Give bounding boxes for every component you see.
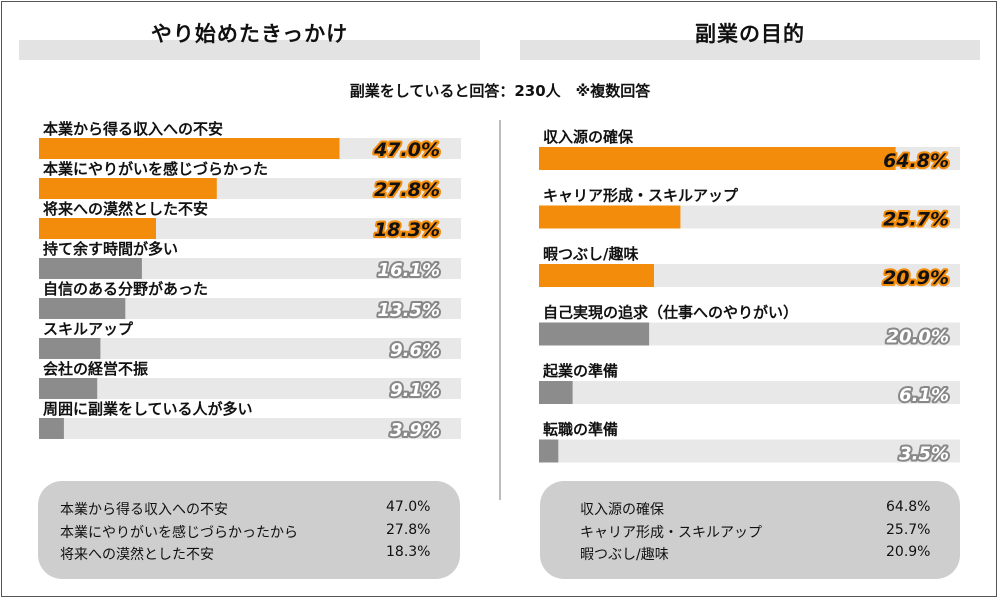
left-category-label: 周囲に副業をしている人が多い [43, 400, 253, 418]
summary-label: キャリア形成・スキルアップ [580, 525, 762, 541]
left-value-label: 47.0% [373, 139, 440, 161]
right-chart-title: 副業の目的 [695, 22, 805, 46]
summary-row: 本業から得る収入への不安 47.0% [60, 499, 440, 521]
left-category-label: スキルアップ [43, 320, 134, 338]
left-bar [39, 218, 156, 239]
left-category-label: 自信のある分野があった [43, 280, 208, 298]
summary-row: キャリア形成・スキルアップ 25.7% [580, 522, 940, 544]
right-bar [539, 264, 654, 287]
summary-row: 暇つぶし/趣味 20.9% [580, 544, 940, 566]
summary-value: 25.7% [886, 522, 931, 538]
right-value-label: 20.9% [883, 267, 949, 289]
summary-label: 将来への漠然とした不安 [60, 547, 214, 563]
right-category-label: 転職の準備 [543, 421, 618, 439]
left-bar-track [39, 418, 461, 439]
left-title-bar [19, 40, 480, 60]
right-value-label: 64.8% [883, 150, 949, 172]
left-value-label: 18.3% [374, 219, 440, 241]
right-bar [539, 381, 573, 404]
summary-row: 将来への漠然とした不安 18.3% [60, 544, 440, 566]
left-category-label: 将来への漠然とした不安 [43, 200, 208, 218]
summary-value: 20.9% [886, 544, 931, 560]
right-category-label: 起業の準備 [542, 362, 618, 380]
left-bar [39, 378, 98, 399]
summary-label: 本業にやりがいを感じづらかったから [60, 525, 298, 541]
left-bar [39, 258, 142, 279]
left-category-label: 本業にやりがいを感じづらかった [43, 160, 268, 178]
left-bar [39, 138, 340, 159]
right-bar-track [539, 439, 960, 463]
right-category-label: 暇つぶし/趣味 [543, 245, 638, 263]
summary-label: 暇つぶし/趣味 [580, 547, 669, 563]
left-bar-track [39, 338, 461, 359]
left-bar [39, 178, 217, 199]
respondents-note: 副業をしていると回答：230人 ※複数回答 [349, 82, 651, 100]
left-bar [39, 298, 126, 319]
summary-label: 本業から得る収入への不安 [60, 502, 228, 518]
left-category-label: 会社の経営不振 [43, 360, 148, 378]
summary-row: 本業にやりがいを感じづらかったから 27.8% [60, 522, 440, 544]
left-bar [39, 338, 101, 359]
summary-value: 18.3% [386, 544, 431, 560]
right-panel: 副業の目的 収入源の確保 64.8% キャリア形成・スキルアップ 25.7% 暇… [500, 0, 1000, 600]
left-value-label: 3.9% [390, 420, 440, 441]
right-summary-box: 収入源の確保 64.8% キャリア形成・スキルアップ 25.7% 暇つぶし/趣味… [540, 481, 960, 579]
left-bar [39, 418, 64, 439]
summary-value: 27.8% [386, 522, 431, 538]
left-bar-track [39, 298, 461, 319]
left-chart-title: やり始めたきっかけ [150, 22, 349, 46]
left-value-label: 16.1% [378, 260, 440, 281]
right-bar-track [539, 381, 960, 404]
center-divider [499, 120, 501, 500]
left-value-label: 9.6% [390, 340, 440, 361]
left-summary-box: 本業から得る収入への不安 47.0% 本業にやりがいを感じづらかったから 27.… [38, 481, 460, 579]
left-bar-track [39, 258, 461, 279]
right-value-label: 3.5% [899, 444, 949, 465]
right-bar [539, 147, 896, 170]
left-value-label: 27.8% [374, 179, 440, 201]
left-category-label: 本業から得る収入への不安 [43, 120, 223, 138]
right-category-label: キャリア形成・スキルアップ [543, 187, 739, 205]
right-value-label: 20.0% [887, 327, 949, 348]
right-category-label: 自己実現の追求（仕事へのやりがい） [543, 304, 798, 322]
right-bar [539, 439, 559, 463]
right-value-label: 25.7% [883, 209, 949, 231]
right-bar [539, 322, 650, 346]
summary-label: 収入源の確保 [580, 502, 664, 518]
right-value-label: 6.1% [899, 385, 949, 406]
summary-value: 47.0% [386, 499, 431, 515]
left-value-label: 13.5% [378, 300, 440, 321]
left-bar-track [39, 378, 461, 399]
right-bar [539, 205, 681, 229]
right-category-label: 収入源の確保 [543, 128, 634, 146]
left-panel: やり始めたきっかけ 本業から得る収入への不安 47.0% 本業にやりがいを感じづ… [19, 22, 480, 579]
left-category-label: 持て余す時間が多い [43, 240, 178, 258]
summary-row: 収入源の確保 64.8% [580, 499, 940, 521]
right-title-bar [520, 40, 980, 60]
summary-value: 64.8% [886, 499, 931, 515]
left-value-label: 9.1% [390, 380, 440, 401]
